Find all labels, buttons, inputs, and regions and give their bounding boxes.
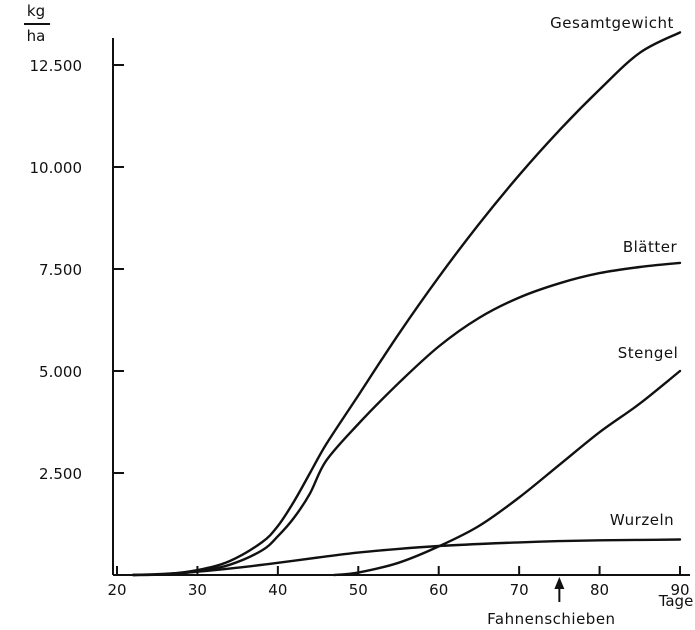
x-tick-label: 90 — [670, 581, 689, 599]
x-tick-label: 70 — [510, 581, 529, 599]
y-unit-top: kg — [27, 2, 45, 20]
y-tick-label: 7.500 — [39, 261, 82, 279]
x-tick-label: 50 — [349, 581, 368, 599]
series-label-stengel: Stengel — [618, 344, 679, 362]
annotation-fahnenschieben: Fahnenschieben — [487, 577, 615, 628]
x-tick-label: 30 — [188, 581, 207, 599]
x-tick-label: 40 — [268, 581, 287, 599]
x-tick-label: 80 — [590, 581, 609, 599]
series-label-wurzeln: Wurzeln — [610, 511, 674, 529]
y-tick-label: 2.500 — [39, 465, 82, 483]
y-tick-label: 12.500 — [30, 57, 83, 75]
x-tick-label: 60 — [429, 581, 448, 599]
series-labels: Gesamtgewicht Blätter Stengel Wurzeln — [550, 14, 678, 529]
x-tick-label: 20 — [107, 581, 126, 599]
series-line-wurzeln — [131, 538, 682, 577]
x-axis-label: Tage — [658, 592, 694, 610]
series-line-stengel — [333, 369, 682, 577]
series-line-bl-tter — [131, 261, 682, 577]
series-label-gesamtgewicht: Gesamtgewicht — [550, 14, 674, 32]
series-lines — [131, 31, 682, 577]
annotation-label: Fahnenschieben — [487, 610, 615, 628]
y-unit-bottom: ha — [27, 27, 46, 45]
y-tick-label: 10.000 — [30, 159, 83, 177]
arrow-up-icon — [554, 577, 565, 589]
series-line-gesamtgewicht — [131, 31, 682, 577]
series-label-bl-tter: Blätter — [623, 238, 678, 256]
y-tick-label: 5.000 — [39, 363, 82, 381]
y-ticks: 2.500 5.000 7.500 10.000 12.500 — [30, 57, 124, 483]
